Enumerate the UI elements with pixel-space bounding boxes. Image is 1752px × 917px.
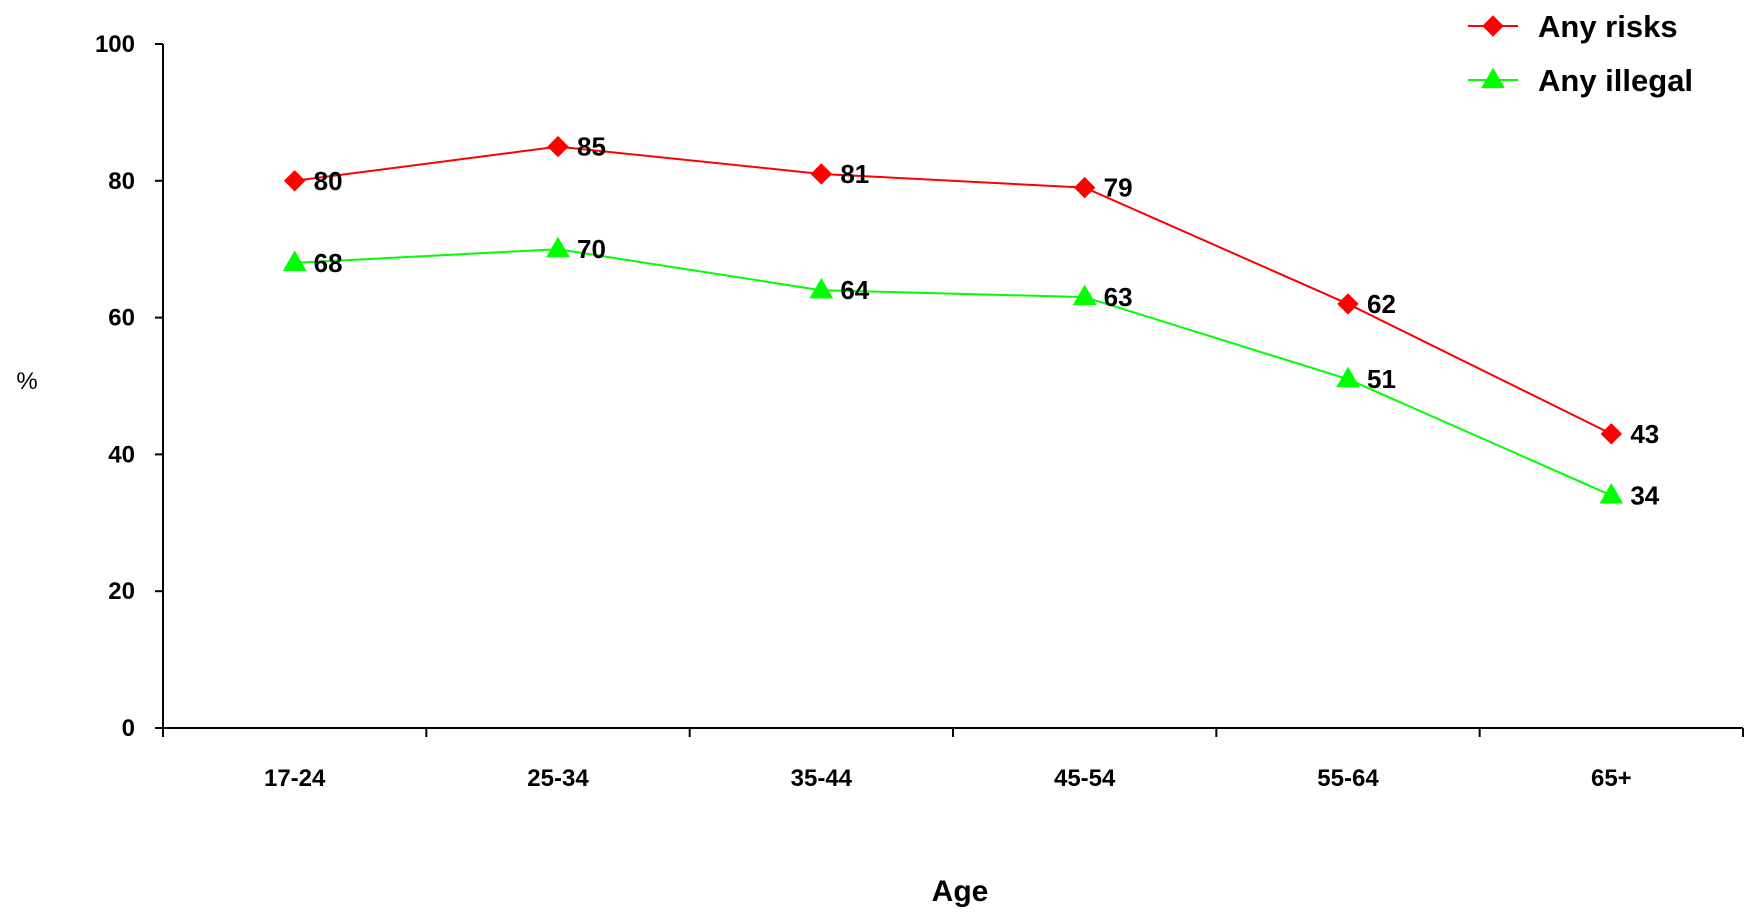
data-label: 43: [1630, 419, 1659, 449]
data-label: 85: [577, 132, 606, 162]
data-point-marker: [810, 163, 833, 185]
series-line: [294, 248, 1612, 497]
data-label: 80: [314, 166, 343, 196]
chart-axes: [162, 44, 1743, 729]
data-label: 62: [1367, 289, 1396, 319]
y-tick-label: 100: [95, 31, 135, 58]
data-point-marker: [1600, 423, 1623, 445]
data-point-marker: [1336, 366, 1360, 388]
y-axis-title: %: [16, 368, 37, 395]
x-tick-label: 35-44: [791, 765, 853, 792]
data-label: 70: [577, 234, 606, 264]
data-point-marker: [1072, 284, 1097, 306]
data-point-marker: [809, 277, 834, 299]
legend-item: Any risks: [1468, 9, 1678, 44]
series-any-risks: [283, 135, 1623, 445]
x-axis-title: Age: [932, 875, 989, 908]
x-axis-ticks: 17-24 25-34 35-44 45-54 55-64 65+: [162, 728, 1744, 792]
x-tick-label: 65+: [1591, 765, 1632, 792]
y-tick-label: 60: [108, 305, 135, 332]
y-tick-label: 0: [122, 715, 135, 742]
data-label: 51: [1367, 364, 1396, 394]
x-tick-label: 55-64: [1317, 765, 1379, 792]
y-axis-ticks: 0 20 40 60 80 100: [95, 31, 163, 742]
series-layer: [282, 135, 1624, 504]
data-label: 81: [840, 159, 869, 189]
series-any-illegal: [282, 236, 1624, 504]
data-point-marker: [546, 236, 570, 258]
data-labels: 80 85 81 79 62 43 68 70 64 63 51 34: [314, 132, 1660, 511]
data-point-marker: [1599, 483, 1624, 504]
legend-marker: [1481, 67, 1505, 89]
data-label: 79: [1104, 173, 1133, 203]
data-point-marker: [282, 250, 307, 271]
data-point-marker: [283, 170, 306, 192]
legend-label: Any risks: [1538, 9, 1678, 44]
y-tick-label: 20: [108, 578, 135, 605]
data-label: 64: [840, 275, 869, 305]
y-tick-label: 40: [108, 441, 135, 468]
legend-label: Any illegal: [1538, 63, 1693, 98]
x-tick-label: 25-34: [527, 765, 589, 792]
y-tick-label: 80: [108, 168, 135, 195]
legend-item: Any illegal: [1468, 63, 1693, 98]
data-label: 68: [314, 248, 343, 278]
data-point-marker: [1073, 176, 1096, 199]
legend-marker: [1482, 15, 1504, 37]
data-point-marker: [547, 135, 569, 158]
series-line: [294, 145, 1612, 435]
data-label: 34: [1630, 480, 1659, 510]
data-point-marker: [1337, 293, 1359, 315]
x-tick-label: 45-54: [1054, 765, 1116, 792]
x-tick-label: 17-24: [264, 765, 326, 792]
data-label: 63: [1104, 282, 1133, 312]
legend: Any risks Any illegal: [1468, 9, 1693, 98]
